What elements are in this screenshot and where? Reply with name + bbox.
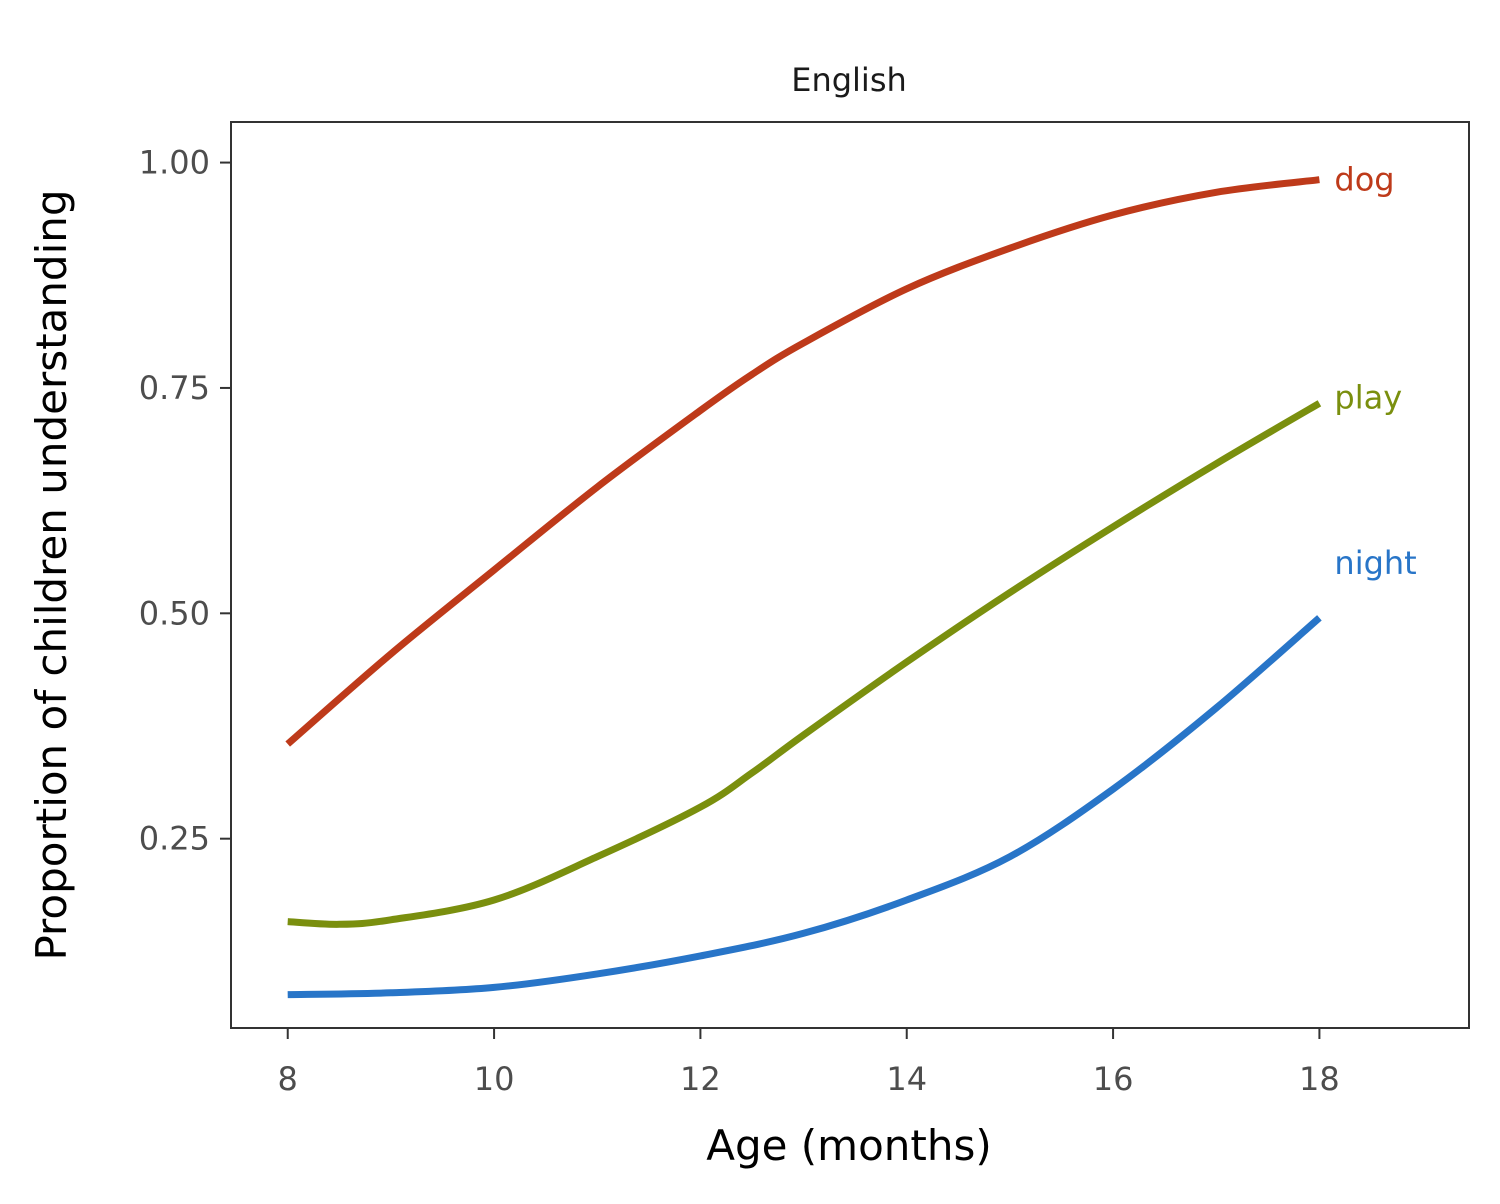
y-tick-label: 1.00 bbox=[139, 144, 210, 182]
x-tick-label: 18 bbox=[1299, 1060, 1340, 1098]
y-axis-title: Proportion of children understanding bbox=[27, 189, 76, 960]
y-tick-label: 0.25 bbox=[139, 820, 210, 858]
x-axis-title: Age (months) bbox=[706, 1121, 992, 1170]
series-line-dog bbox=[285, 176, 1320, 747]
x-axis: 8 10 12 14 16 18 bbox=[278, 1028, 1340, 1098]
series-line-night bbox=[287, 615, 1322, 999]
plot-panel-border bbox=[230, 121, 1470, 1029]
series-label-night: night bbox=[1334, 544, 1416, 582]
y-tick-label: 0.75 bbox=[139, 369, 210, 407]
x-tick-label: 14 bbox=[886, 1060, 927, 1098]
series-line-play bbox=[287, 400, 1322, 928]
x-tick-label: 8 bbox=[278, 1060, 298, 1098]
series-label-dog: dog bbox=[1334, 161, 1394, 199]
x-tick-label: 12 bbox=[680, 1060, 721, 1098]
series-label-play: play bbox=[1334, 378, 1402, 416]
series-labels: dog play night bbox=[1334, 161, 1416, 582]
facet-title: English bbox=[791, 61, 907, 99]
series-layer bbox=[285, 176, 1322, 999]
y-tick-label: 0.50 bbox=[139, 594, 210, 632]
y-axis: 0.25 0.50 0.75 1.00 bbox=[139, 144, 231, 858]
x-tick-label: 16 bbox=[1093, 1060, 1134, 1098]
x-tick-label: 10 bbox=[474, 1060, 515, 1098]
